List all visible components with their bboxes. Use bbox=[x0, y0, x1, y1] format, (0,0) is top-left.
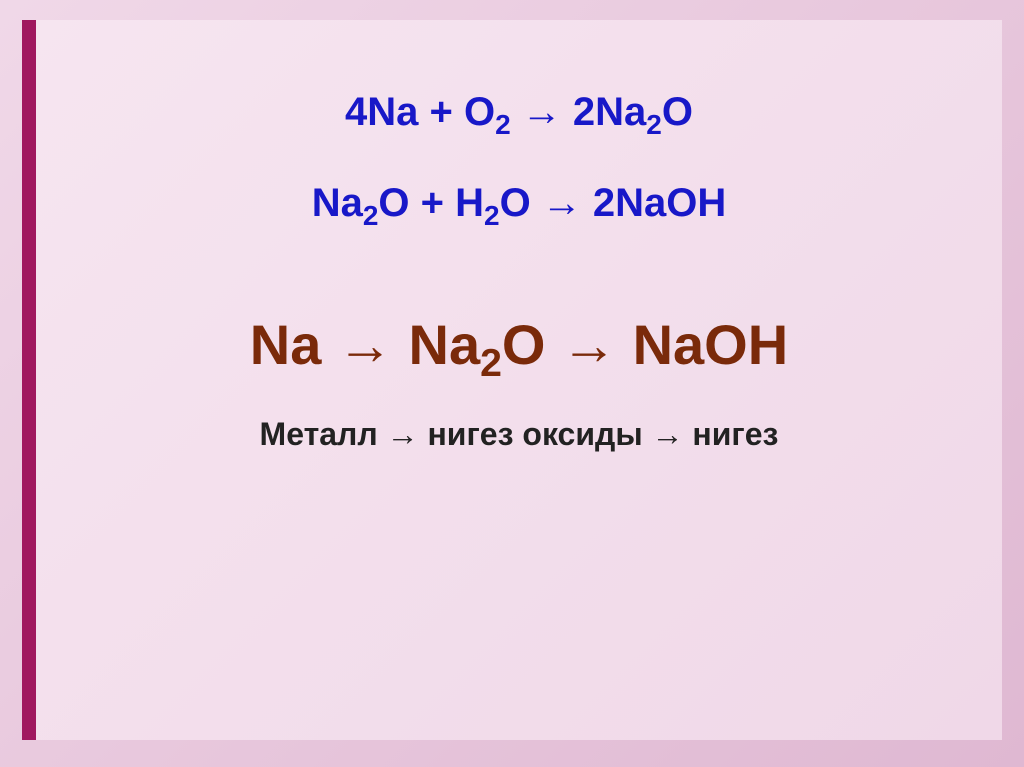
eq1-sub2: 2 bbox=[646, 109, 662, 140]
label-part3: нигез bbox=[684, 416, 779, 452]
eq1-sub1: 2 bbox=[495, 109, 511, 140]
category-label: Металл → нигез оксиды → нигез bbox=[36, 416, 1002, 453]
eq1-part1: 4Na + O bbox=[345, 90, 495, 134]
arrow-icon: → bbox=[652, 416, 684, 452]
arrow-icon: → bbox=[337, 313, 393, 376]
label-part1: Металл bbox=[260, 416, 387, 452]
eq3-part1: Na bbox=[250, 313, 337, 376]
eq1-part2: 2Na bbox=[562, 90, 647, 134]
eq3-part2: Na bbox=[393, 313, 480, 376]
arrow-icon: → bbox=[387, 416, 419, 452]
eq2-part1: Na bbox=[312, 181, 363, 225]
eq2-sub1: 2 bbox=[363, 200, 379, 231]
eq2-part3: O bbox=[500, 181, 542, 225]
arrow-icon: → bbox=[542, 181, 582, 225]
label-part2: нигез оксиды bbox=[419, 416, 652, 452]
equation-1: 4Na + O2 → 2Na2O bbox=[36, 90, 1002, 141]
equation-2: Na2O + H2O → 2NaOH bbox=[36, 181, 1002, 232]
eq2-part4: 2NaOH bbox=[582, 181, 727, 225]
equation-3: Na → Na2O → NaOH bbox=[36, 312, 1002, 386]
arrow-icon: → bbox=[522, 90, 562, 134]
eq3-sub1: 2 bbox=[480, 342, 502, 385]
eq1-part3: O bbox=[662, 90, 693, 134]
eq1-space bbox=[511, 90, 522, 134]
eq2-sub2: 2 bbox=[484, 200, 500, 231]
eq3-part3: O bbox=[502, 313, 561, 376]
slide: 4Na + O2 → 2Na2O Na2O + H2O → 2NaOH Na →… bbox=[22, 20, 1002, 740]
eq2-part2: O + H bbox=[378, 181, 484, 225]
eq3-part4: NaOH bbox=[617, 313, 788, 376]
arrow-icon: → bbox=[561, 313, 617, 376]
